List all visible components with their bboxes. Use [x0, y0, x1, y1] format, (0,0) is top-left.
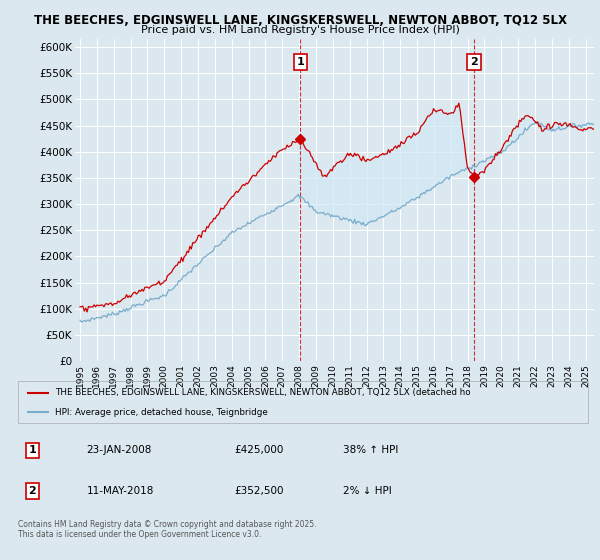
Text: 2% ↓ HPI: 2% ↓ HPI [343, 486, 392, 496]
Text: 2: 2 [470, 57, 478, 67]
Text: Price paid vs. HM Land Registry's House Price Index (HPI): Price paid vs. HM Land Registry's House … [140, 25, 460, 35]
Text: HPI: Average price, detached house, Teignbridge: HPI: Average price, detached house, Teig… [55, 408, 268, 417]
Text: THE BEECHES, EDGINSWELL LANE, KINGSKERSWELL, NEWTON ABBOT, TQ12 5LX: THE BEECHES, EDGINSWELL LANE, KINGSKERSW… [34, 14, 566, 27]
Text: Contains HM Land Registry data © Crown copyright and database right 2025.
This d: Contains HM Land Registry data © Crown c… [18, 520, 317, 539]
Text: 23-JAN-2008: 23-JAN-2008 [86, 445, 152, 455]
Text: 2: 2 [28, 486, 36, 496]
Text: 11-MAY-2018: 11-MAY-2018 [86, 486, 154, 496]
Text: £425,000: £425,000 [235, 445, 284, 455]
Text: 38% ↑ HPI: 38% ↑ HPI [343, 445, 398, 455]
Text: 1: 1 [28, 445, 36, 455]
Text: THE BEECHES, EDGINSWELL LANE, KINGSKERSWELL, NEWTON ABBOT, TQ12 5LX (detached ho: THE BEECHES, EDGINSWELL LANE, KINGSKERSW… [55, 388, 470, 397]
Text: £352,500: £352,500 [235, 486, 284, 496]
Text: 1: 1 [296, 57, 304, 67]
